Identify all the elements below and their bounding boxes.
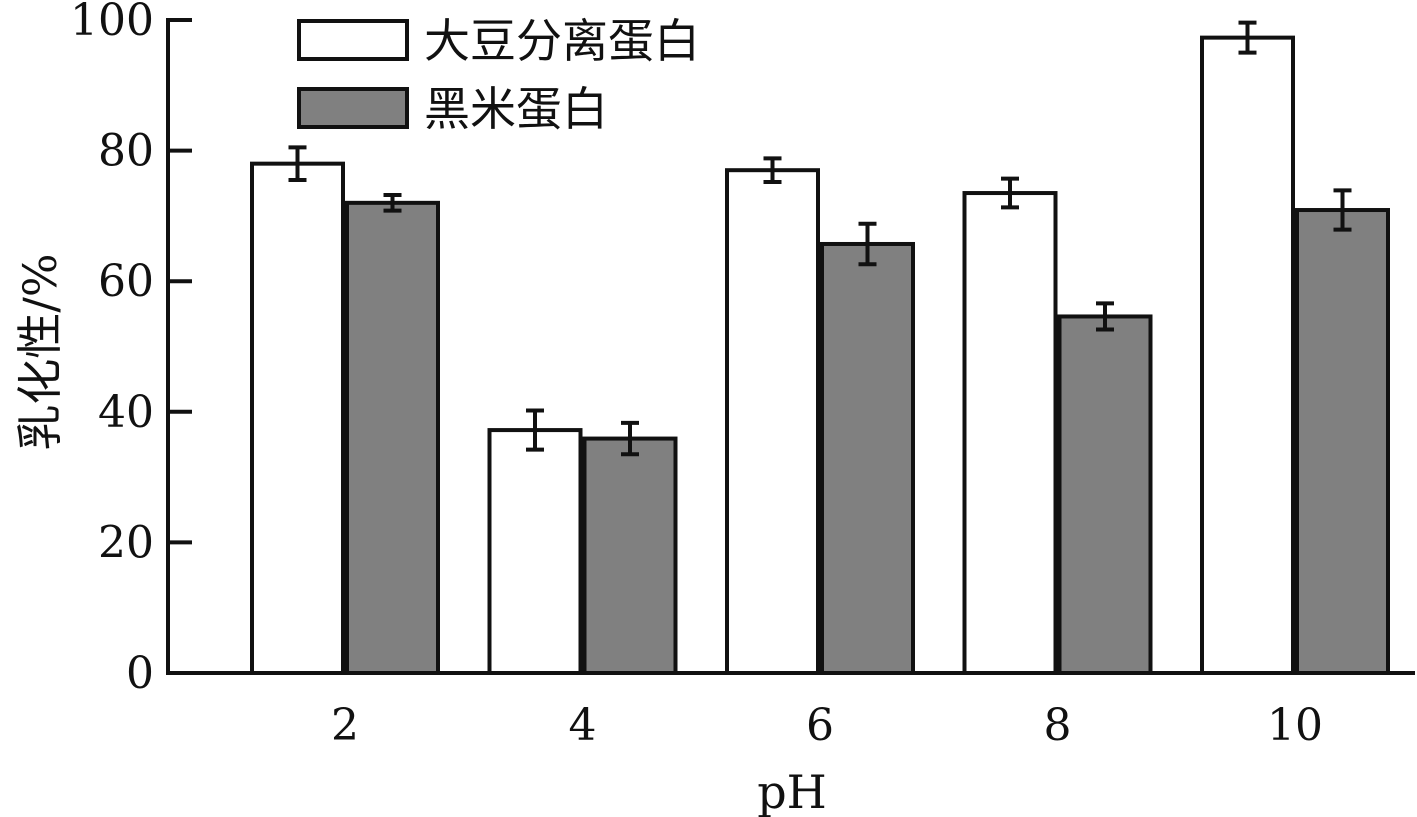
legend-label-soy-protein-isolate: 大豆分离蛋白 [424, 14, 700, 68]
bar [962, 191, 1058, 675]
legend-swatch-black-rice-protein [297, 87, 409, 129]
legend-label-black-rice-protein: 黑米蛋白 [424, 82, 608, 136]
bar [487, 428, 583, 676]
x-tick-label: 6 [806, 700, 834, 751]
bar [1295, 208, 1390, 675]
bar [250, 161, 345, 675]
y-tick-label: 80 [98, 126, 154, 177]
bar [1200, 35, 1295, 676]
x-tick-label: 4 [569, 700, 597, 751]
y-tick-label: 0 [126, 648, 154, 699]
x-tick-label: 2 [331, 700, 359, 751]
y-tick-label: 20 [98, 517, 154, 568]
x-ticks: 2 4 6 8 10 [331, 700, 1323, 751]
legend-swatch-soy-protein-isolate [297, 19, 409, 61]
x-axis-title: pH [757, 765, 827, 817]
bar [1057, 314, 1153, 675]
y-ticks: 0 20 40 60 80 100 [70, 0, 192, 699]
x-tick-label: 8 [1044, 700, 1072, 751]
bar [345, 200, 440, 675]
legend: 大豆分离蛋白 黑米蛋白 [297, 14, 700, 136]
y-tick-label: 40 [98, 387, 154, 438]
y-axis-title: 乳化性/% [13, 253, 67, 450]
error-bars-layer [288, 20, 1352, 457]
axes [166, 18, 1415, 675]
bar [725, 168, 820, 675]
y-tick-label: 60 [98, 256, 154, 307]
bar [820, 241, 915, 675]
y-tick-label: 100 [70, 0, 154, 46]
bars-layer [250, 35, 1390, 676]
x-tick-label: 10 [1267, 700, 1323, 751]
bar [582, 436, 678, 675]
